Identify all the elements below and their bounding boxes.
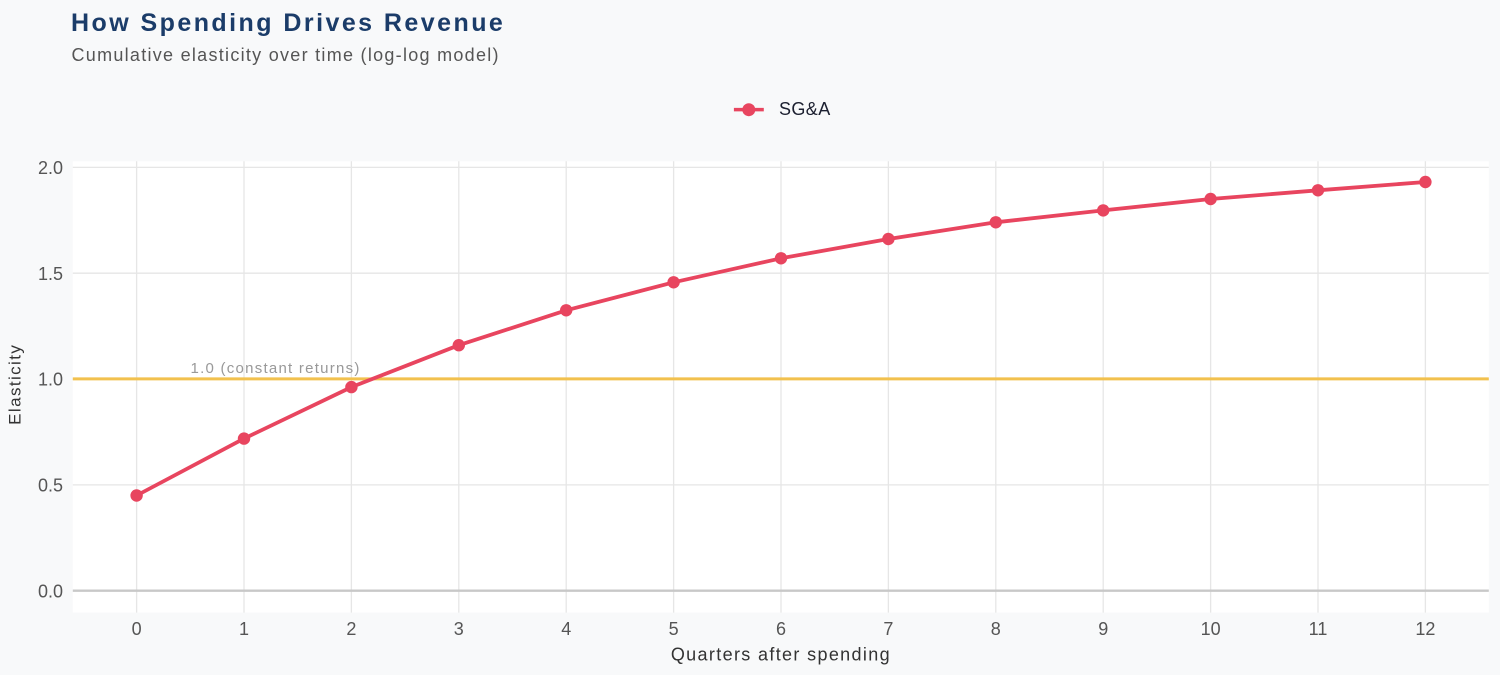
svg-text:1.5: 1.5: [38, 264, 63, 284]
svg-text:6: 6: [776, 619, 786, 639]
svg-text:12: 12: [1415, 619, 1435, 639]
svg-text:0: 0: [132, 619, 142, 639]
svg-text:7: 7: [883, 619, 893, 639]
svg-text:2: 2: [346, 619, 356, 639]
svg-text:SG&A: SG&A: [779, 99, 831, 119]
svg-text:0.5: 0.5: [38, 475, 63, 495]
svg-text:2.0: 2.0: [38, 158, 63, 178]
svg-text:11: 11: [1309, 619, 1328, 639]
svg-text:9: 9: [1098, 619, 1108, 639]
svg-text:Elasticity: Elasticity: [6, 344, 25, 425]
svg-text:3: 3: [454, 619, 464, 639]
svg-text:How Spending Drives Revenue: How Spending Drives Revenue: [71, 9, 505, 37]
svg-text:1.0 (constant returns): 1.0 (constant returns): [191, 360, 361, 377]
svg-text:4: 4: [561, 619, 571, 639]
svg-text:Quarters after spending: Quarters after spending: [671, 644, 891, 664]
svg-text:5: 5: [669, 619, 679, 639]
svg-text:1.0: 1.0: [38, 370, 63, 390]
svg-text:1: 1: [239, 619, 249, 639]
svg-text:10: 10: [1201, 619, 1221, 639]
svg-text:Cumulative elasticity over tim: Cumulative elasticity over time (log-log…: [72, 45, 500, 65]
svg-text:8: 8: [991, 619, 1001, 639]
svg-text:0.0: 0.0: [38, 581, 63, 601]
